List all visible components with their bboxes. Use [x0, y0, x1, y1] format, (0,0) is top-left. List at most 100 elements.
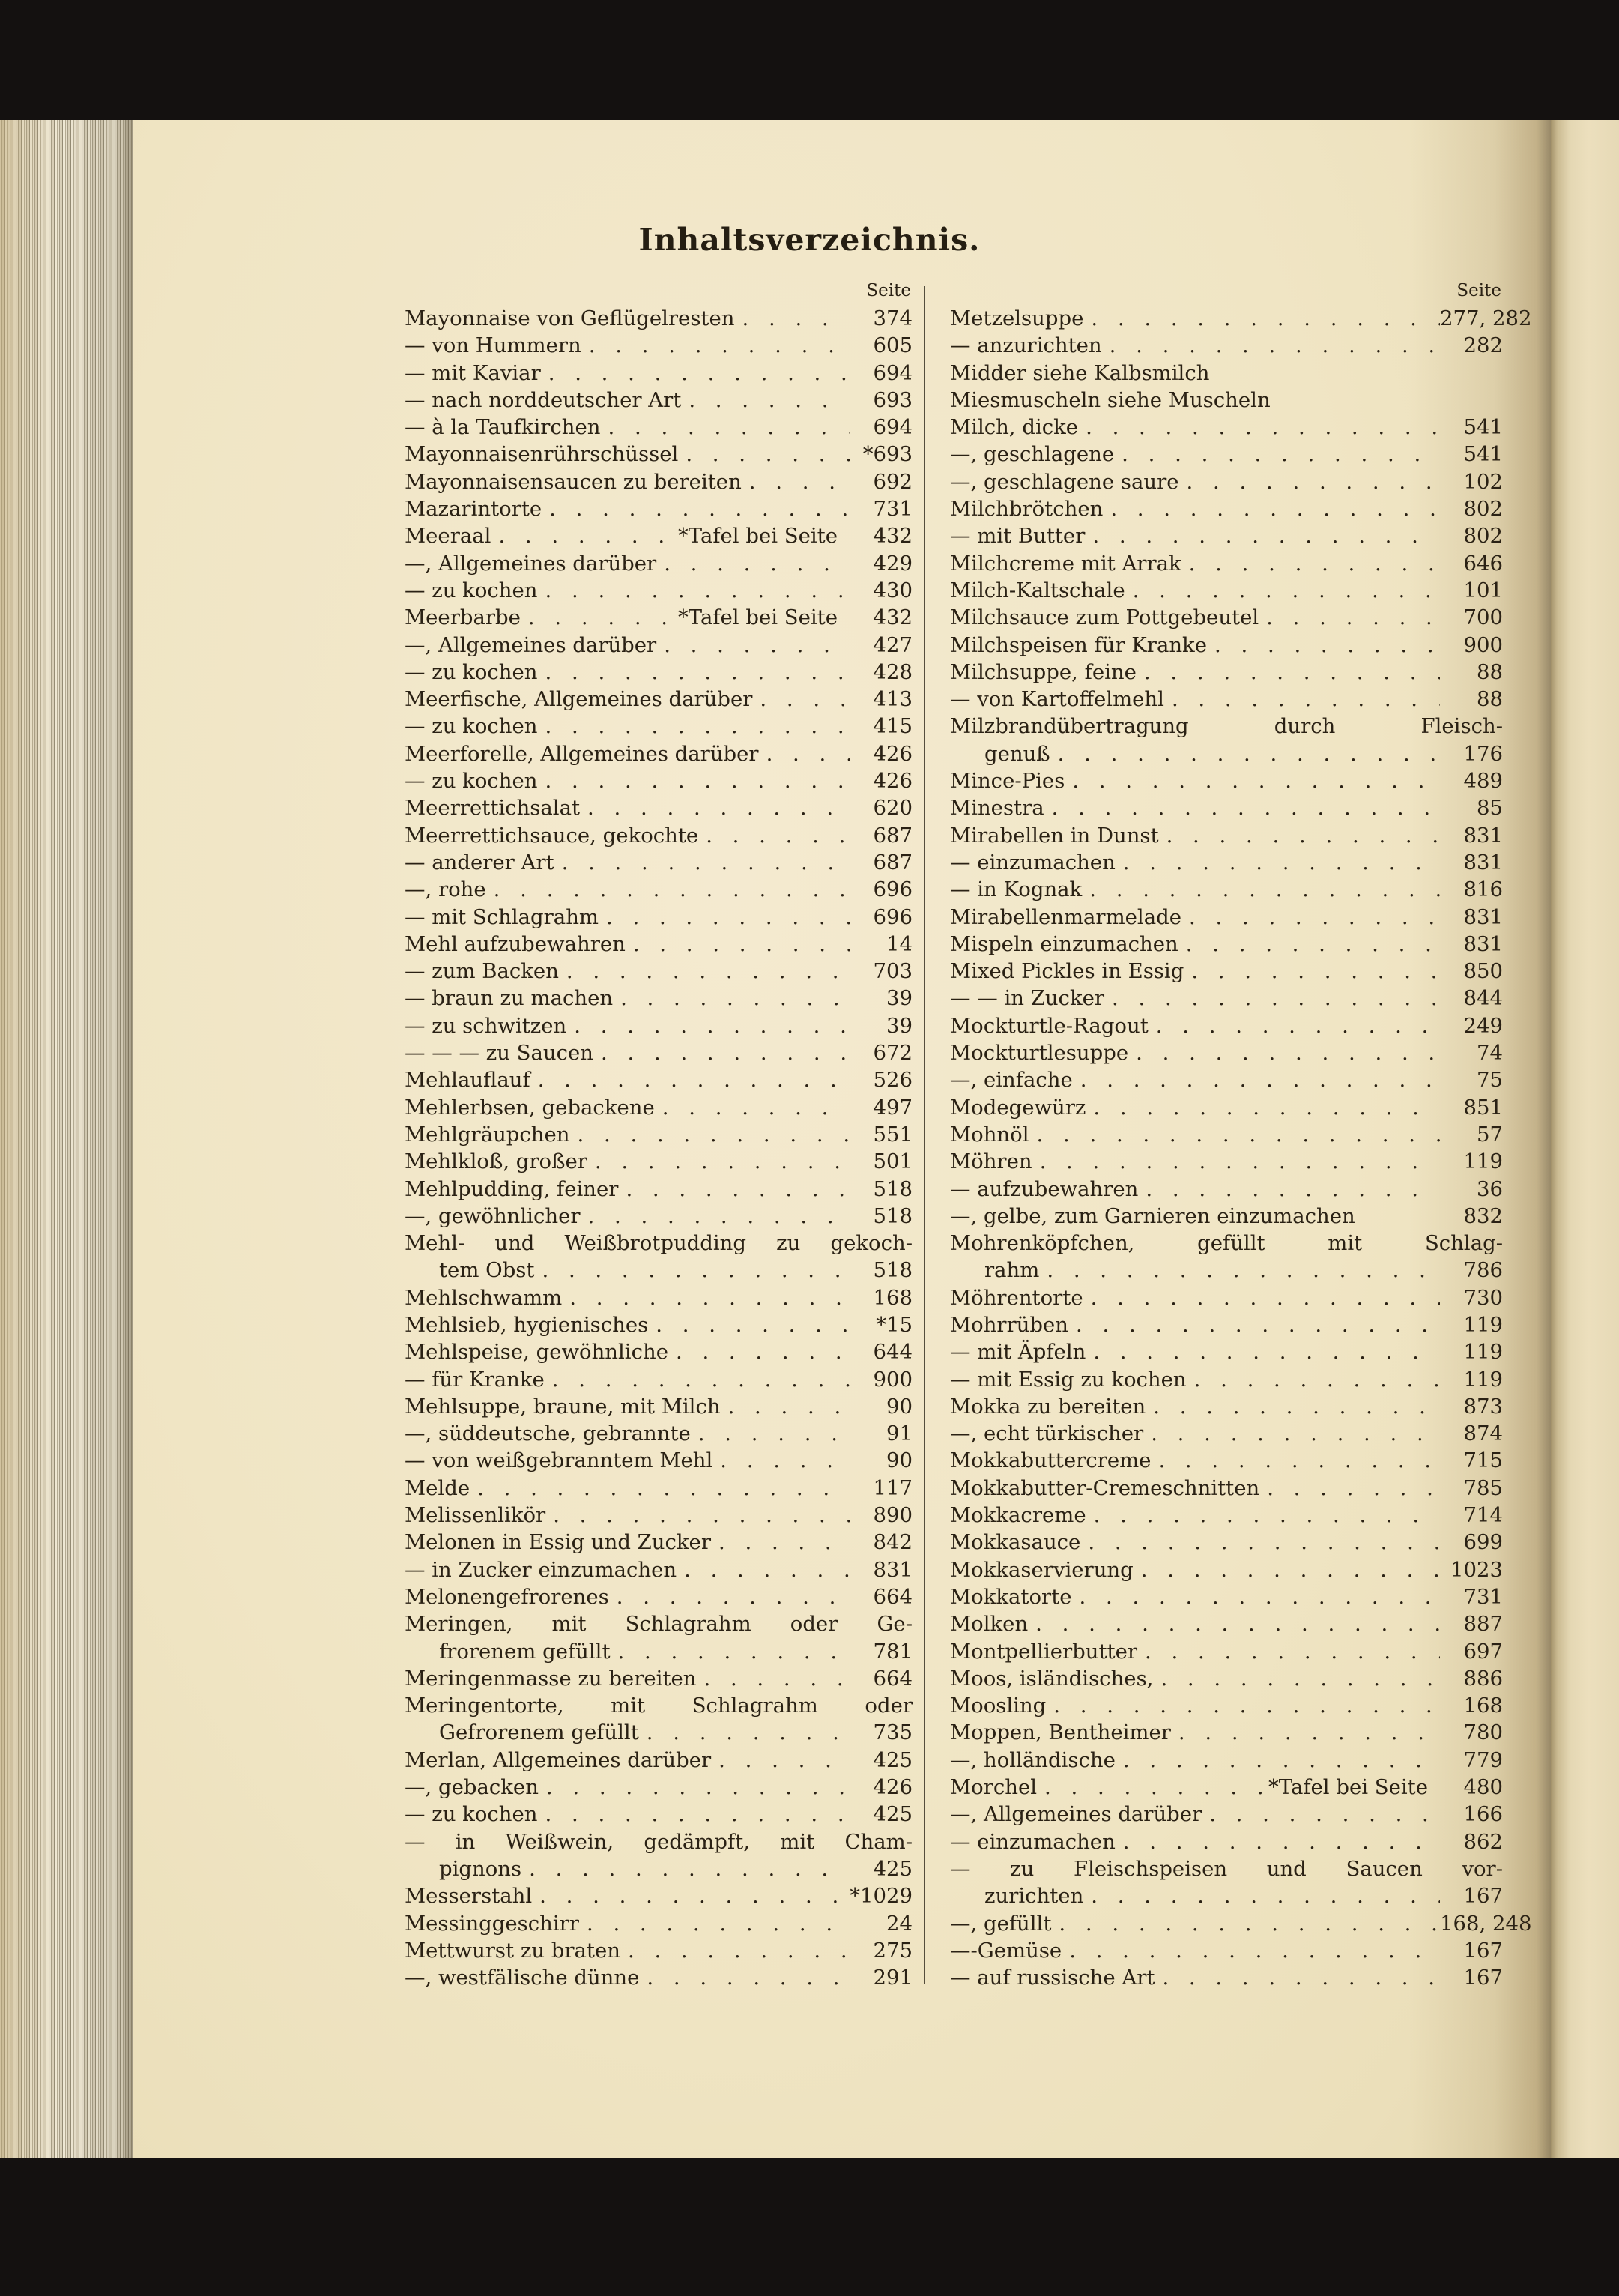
entry-note: *Tafel bei Seite — [1268, 1775, 1428, 1800]
dot-leader — [1083, 1284, 1440, 1311]
entry-text: Moos, isländisches, — [950, 1666, 1154, 1691]
entry-text: Mohrrüben — [950, 1312, 1069, 1337]
entry-text: Metzelsuppe — [950, 306, 1084, 330]
entry-page: 714 — [1463, 1503, 1504, 1528]
entry-line: Milchsauce zum Pottgebeutel 700 — [950, 604, 1503, 631]
dot-leader — [1080, 1529, 1440, 1556]
dot-leader — [538, 577, 850, 604]
entry-page: 644 — [873, 1340, 913, 1365]
entry-text: —, Allgemeines darüber — [950, 1802, 1202, 1827]
entry-line: — anzurichten 282 — [950, 332, 1503, 359]
index-entry: Melde 117 — [405, 1475, 913, 1502]
entry-page: 282 — [1463, 333, 1504, 358]
entry-page: 1023 — [1450, 1557, 1503, 1582]
entry-page: 57 — [1477, 1122, 1503, 1147]
dot-leader — [1181, 904, 1440, 931]
photo-background-top — [0, 0, 1619, 120]
entry-text: — anderer Art — [405, 850, 554, 874]
entry-page: 167 — [1463, 1938, 1504, 1963]
entry-text: — zu kochen — [405, 769, 538, 794]
index-entry: Mehlauflauf 526 — [405, 1066, 913, 1093]
index-entry: Mince-Pies 489 — [950, 767, 1503, 794]
entry-page: 90 — [886, 1448, 913, 1473]
entry-page: 374 — [873, 306, 913, 330]
dot-leader — [1179, 468, 1440, 495]
entry-line: — zu kochen 428 — [405, 659, 913, 686]
entry-line: genuß 176 — [950, 740, 1503, 767]
entry-text: genuß — [984, 741, 1050, 766]
dot-leader — [1181, 550, 1440, 577]
entry-page: 526 — [873, 1068, 913, 1093]
dot-leader — [1125, 577, 1440, 604]
dot-leader — [1078, 414, 1440, 441]
entry-line: Gefrorenem gefüllt 735 — [405, 1719, 913, 1746]
entry-text: Moosling — [950, 1694, 1047, 1718]
entry-line: Morchel *Tafel bei Seite 480 — [950, 1774, 1503, 1801]
entry-text: Melonengefrorenes — [405, 1584, 609, 1609]
entry-line: Möhren 119 — [950, 1148, 1503, 1175]
entry-text: Milchbrötchen — [950, 497, 1104, 522]
dot-leader — [1149, 1012, 1440, 1039]
entry-line: pignons 425 — [405, 1855, 913, 1882]
dot-leader — [542, 495, 850, 522]
entry-page: 432 — [873, 605, 913, 630]
entry-text: rahm — [984, 1258, 1040, 1283]
index-entry: Mokka zu bereiten 873 — [950, 1393, 1503, 1420]
entry-text: — braun zu machen — [405, 986, 614, 1011]
entry-page: 102 — [1463, 469, 1504, 494]
entry-line: — zu kochen 415 — [405, 713, 913, 740]
entry-text: Milchcreme mit Arrak — [950, 551, 1181, 575]
index-entry: Messinggeschirr 24 — [405, 1910, 913, 1937]
entry-page: 696 — [873, 877, 913, 902]
entry-page: 862 — [1463, 1829, 1504, 1854]
entry-line: —-Gemüse 167 — [950, 1937, 1503, 1964]
entry-text: Mettwurst zu braten — [405, 1938, 620, 1963]
index-entry: Moosling 168 — [950, 1692, 1503, 1719]
entry-page: 844 — [1463, 986, 1504, 1011]
entry-text: — mit Essig zu kochen — [950, 1367, 1187, 1392]
entry-line: — anderer Art 687 — [405, 849, 913, 876]
index-entry: Mayonnaisenrührschüssel *693 — [405, 441, 913, 468]
entry-text: Merlan, Allgemeines darüber — [405, 1747, 712, 1772]
entry-page: 90 — [886, 1394, 913, 1419]
entry-text: Mokkabutter-Cremeschnitten — [950, 1475, 1260, 1500]
index-entry: Molken 887 — [950, 1610, 1503, 1637]
entry-page: 413 — [873, 687, 913, 712]
index-entry: Mehlsuppe, braune, mit Milch 90 — [405, 1393, 913, 1420]
dot-leader — [1114, 441, 1440, 468]
entry-line: — zu kochen 430 — [405, 577, 913, 604]
entry-text: Mehlsuppe, braune, mit Milch — [405, 1394, 721, 1419]
entry-page: 480 — [1463, 1775, 1504, 1800]
entry-text: Mohrenköpfchen, gefüllt mit Schlag- — [950, 1231, 1503, 1256]
entry-page: 501 — [873, 1149, 913, 1174]
entry-line: — braun zu machen 39 — [405, 985, 913, 1012]
dot-leader — [734, 305, 850, 332]
entry-text: Mokkacreme — [950, 1503, 1086, 1528]
entry-page: 664 — [873, 1584, 913, 1609]
dot-leader — [491, 522, 678, 549]
index-entry: Melonen in Essig und Zucker 842 — [405, 1529, 913, 1556]
index-entry: Mohrrüben 119 — [950, 1311, 1503, 1338]
entry-line: —, Allgemeines darüber 166 — [950, 1801, 1503, 1828]
dot-leader — [538, 659, 850, 686]
entry-line: Mockturtlesuppe 74 — [950, 1039, 1503, 1066]
entry-page: 831 — [1463, 931, 1504, 956]
entry-page: 850 — [1463, 959, 1504, 984]
entry-line: Mehlkloß, großer 501 — [405, 1148, 913, 1175]
entry-line: — zum Backen 703 — [405, 958, 913, 985]
entry-line: — von Kartoffelmehl 88 — [950, 686, 1503, 713]
entry-line: Mokkaservierung 1023 — [950, 1556, 1503, 1583]
index-entry: — zu kochen 415 — [405, 713, 913, 740]
entry-page: 430 — [873, 578, 913, 602]
entry-line: Milch, dicke 541 — [950, 414, 1503, 441]
dot-leader — [1259, 604, 1440, 631]
entry-page: 518 — [873, 1176, 913, 1201]
entry-line: Mokkabutter-Cremeschnitten 785 — [950, 1475, 1503, 1502]
entry-line: Mirabellen in Dunst 831 — [950, 822, 1503, 849]
entry-page: 275 — [873, 1938, 913, 1963]
entry-line: Mehlauflauf 526 — [405, 1066, 913, 1093]
index-entry: — mit Äpfeln 119 — [950, 1338, 1503, 1365]
entry-text: —, süddeutsche, gebrannte — [405, 1422, 691, 1446]
entry-page: 91 — [886, 1422, 913, 1446]
entry-line: — mit Essig zu kochen 119 — [950, 1366, 1503, 1393]
